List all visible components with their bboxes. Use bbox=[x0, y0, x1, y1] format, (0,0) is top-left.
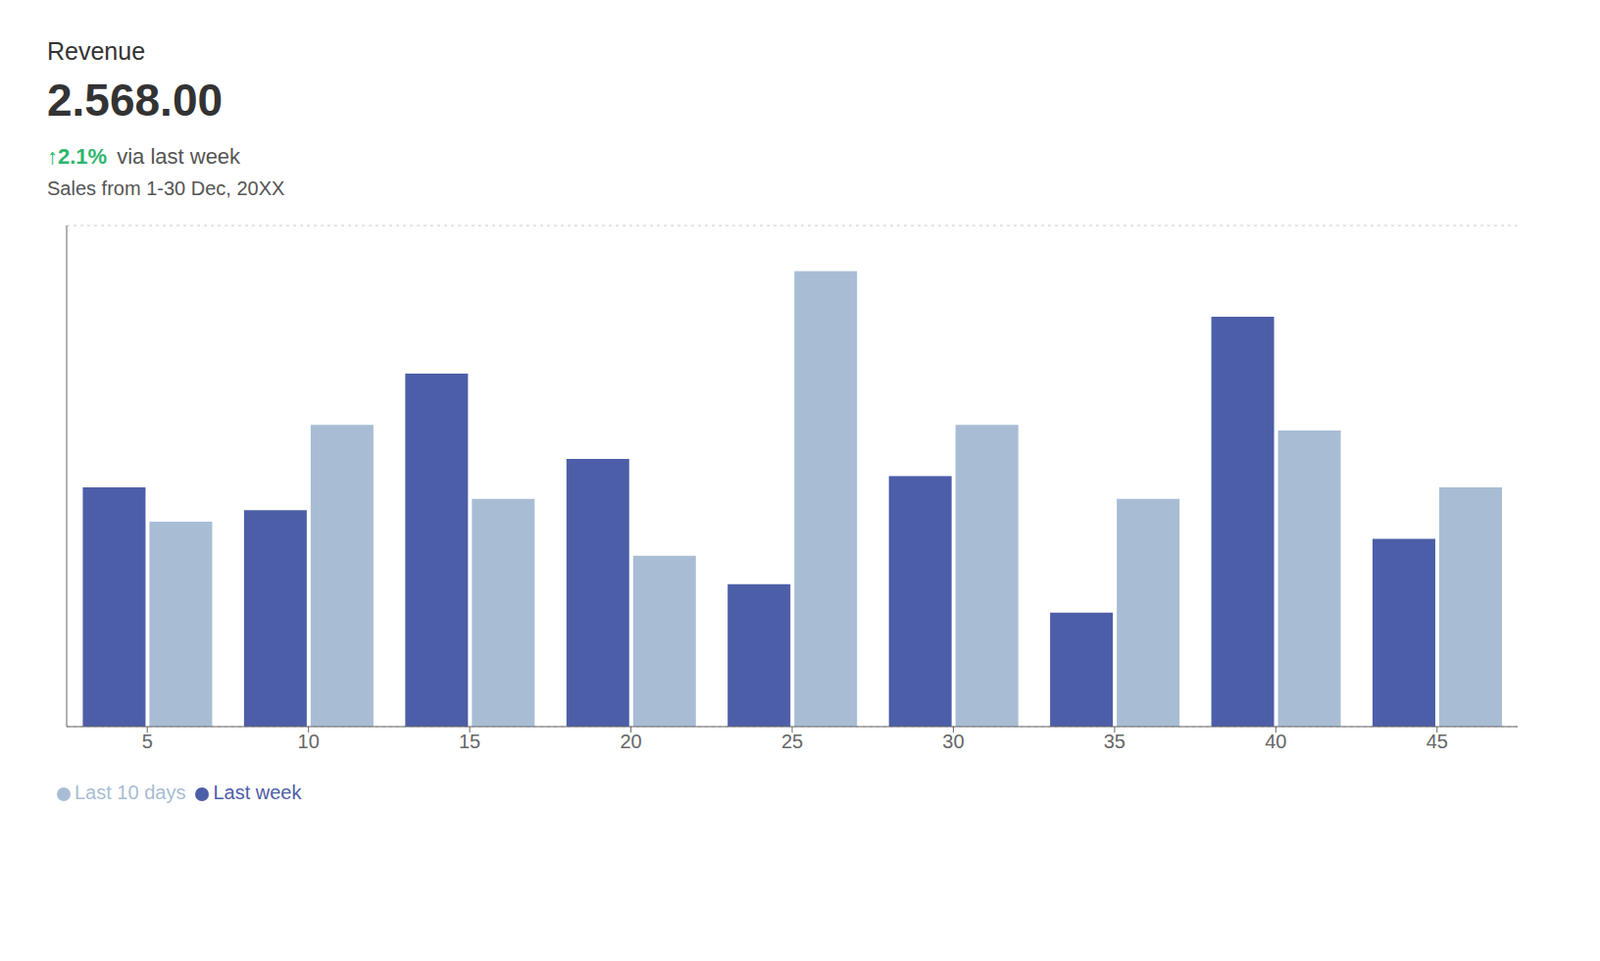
html-text:↑2.1% via last week: ↑2.1% via last week bbox=[47, 144, 241, 169]
svg-text:35: 35 bbox=[1103, 730, 1126, 752]
svg-text:15: 15 bbox=[458, 730, 481, 752]
svg-text:5: 5 bbox=[142, 730, 153, 752]
svg-text:30: 30 bbox=[942, 730, 964, 752]
html-text:Last 10 days: Last 10 days bbox=[74, 781, 186, 803]
svg-text:25: 25 bbox=[781, 730, 803, 752]
html-text:Revenue: Revenue bbox=[47, 37, 146, 65]
html-text:2.568.00: 2.568.00 bbox=[47, 74, 223, 126]
svg-text:20: 20 bbox=[619, 730, 642, 752]
html-text:Sales from 1-30 Dec, 20XX: Sales from 1-30 Dec, 20XX bbox=[47, 177, 285, 200]
svg-text:45: 45 bbox=[1426, 730, 1449, 752]
html-text:Last week: Last week bbox=[213, 781, 302, 803]
svg-text:40: 40 bbox=[1264, 730, 1287, 752]
svg-text:10: 10 bbox=[298, 730, 320, 752]
